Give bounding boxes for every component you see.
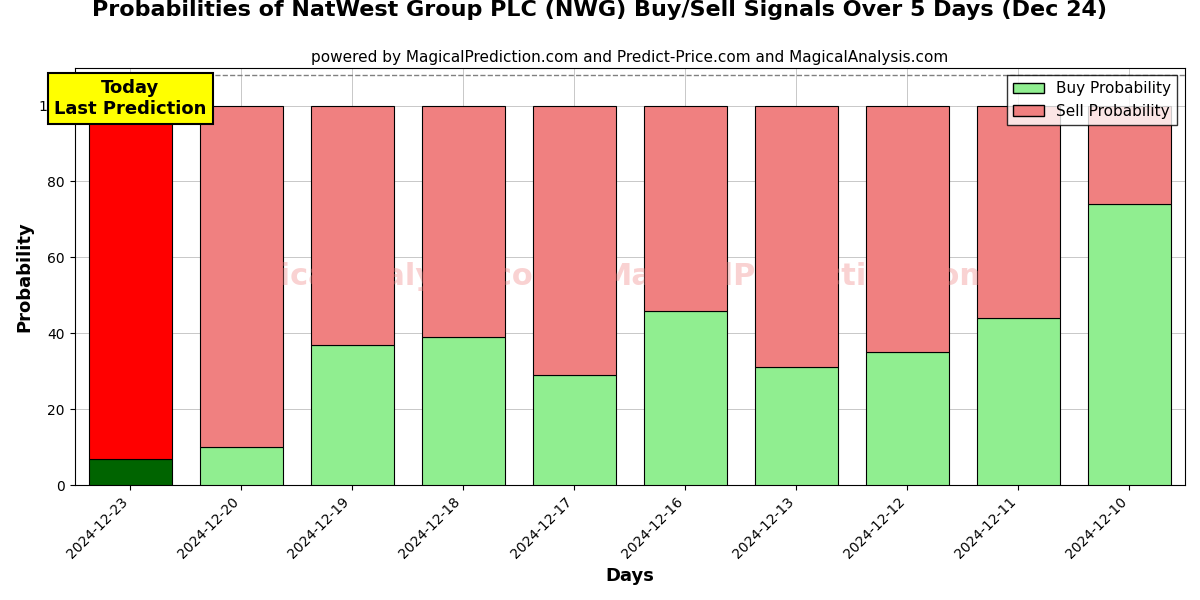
Legend: Buy Probability, Sell Probability: Buy Probability, Sell Probability	[1007, 75, 1177, 125]
Bar	[89, 106, 172, 458]
Bar	[643, 106, 727, 311]
Text: Probabilities of NatWest Group PLC (NWG) Buy/Sell Signals Over 5 Days (Dec 24): Probabilities of NatWest Group PLC (NWG)…	[92, 0, 1108, 20]
Bar	[755, 106, 838, 367]
Bar	[533, 106, 616, 375]
Bar	[643, 311, 727, 485]
Title: powered by MagicalPrediction.com and Predict-Price.com and MagicalAnalysis.com: powered by MagicalPrediction.com and Pre…	[311, 50, 948, 65]
Text: MagicalPrediction.com: MagicalPrediction.com	[601, 262, 991, 291]
X-axis label: Days: Days	[605, 567, 654, 585]
Bar	[199, 106, 283, 447]
Text: Today
Last Prediction: Today Last Prediction	[54, 79, 206, 118]
Bar	[977, 106, 1060, 318]
Bar	[421, 106, 505, 337]
Text: MagicalAnalysis.com: MagicalAnalysis.com	[206, 262, 564, 291]
Bar	[865, 352, 949, 485]
Bar	[199, 447, 283, 485]
Bar	[1088, 204, 1171, 485]
Bar	[311, 106, 394, 344]
Bar	[89, 458, 172, 485]
Bar	[421, 337, 505, 485]
Bar	[755, 367, 838, 485]
Bar	[865, 106, 949, 352]
Y-axis label: Probability: Probability	[16, 221, 34, 332]
Bar	[977, 318, 1060, 485]
Bar	[533, 375, 616, 485]
Bar	[311, 344, 394, 485]
Bar	[1088, 106, 1171, 204]
